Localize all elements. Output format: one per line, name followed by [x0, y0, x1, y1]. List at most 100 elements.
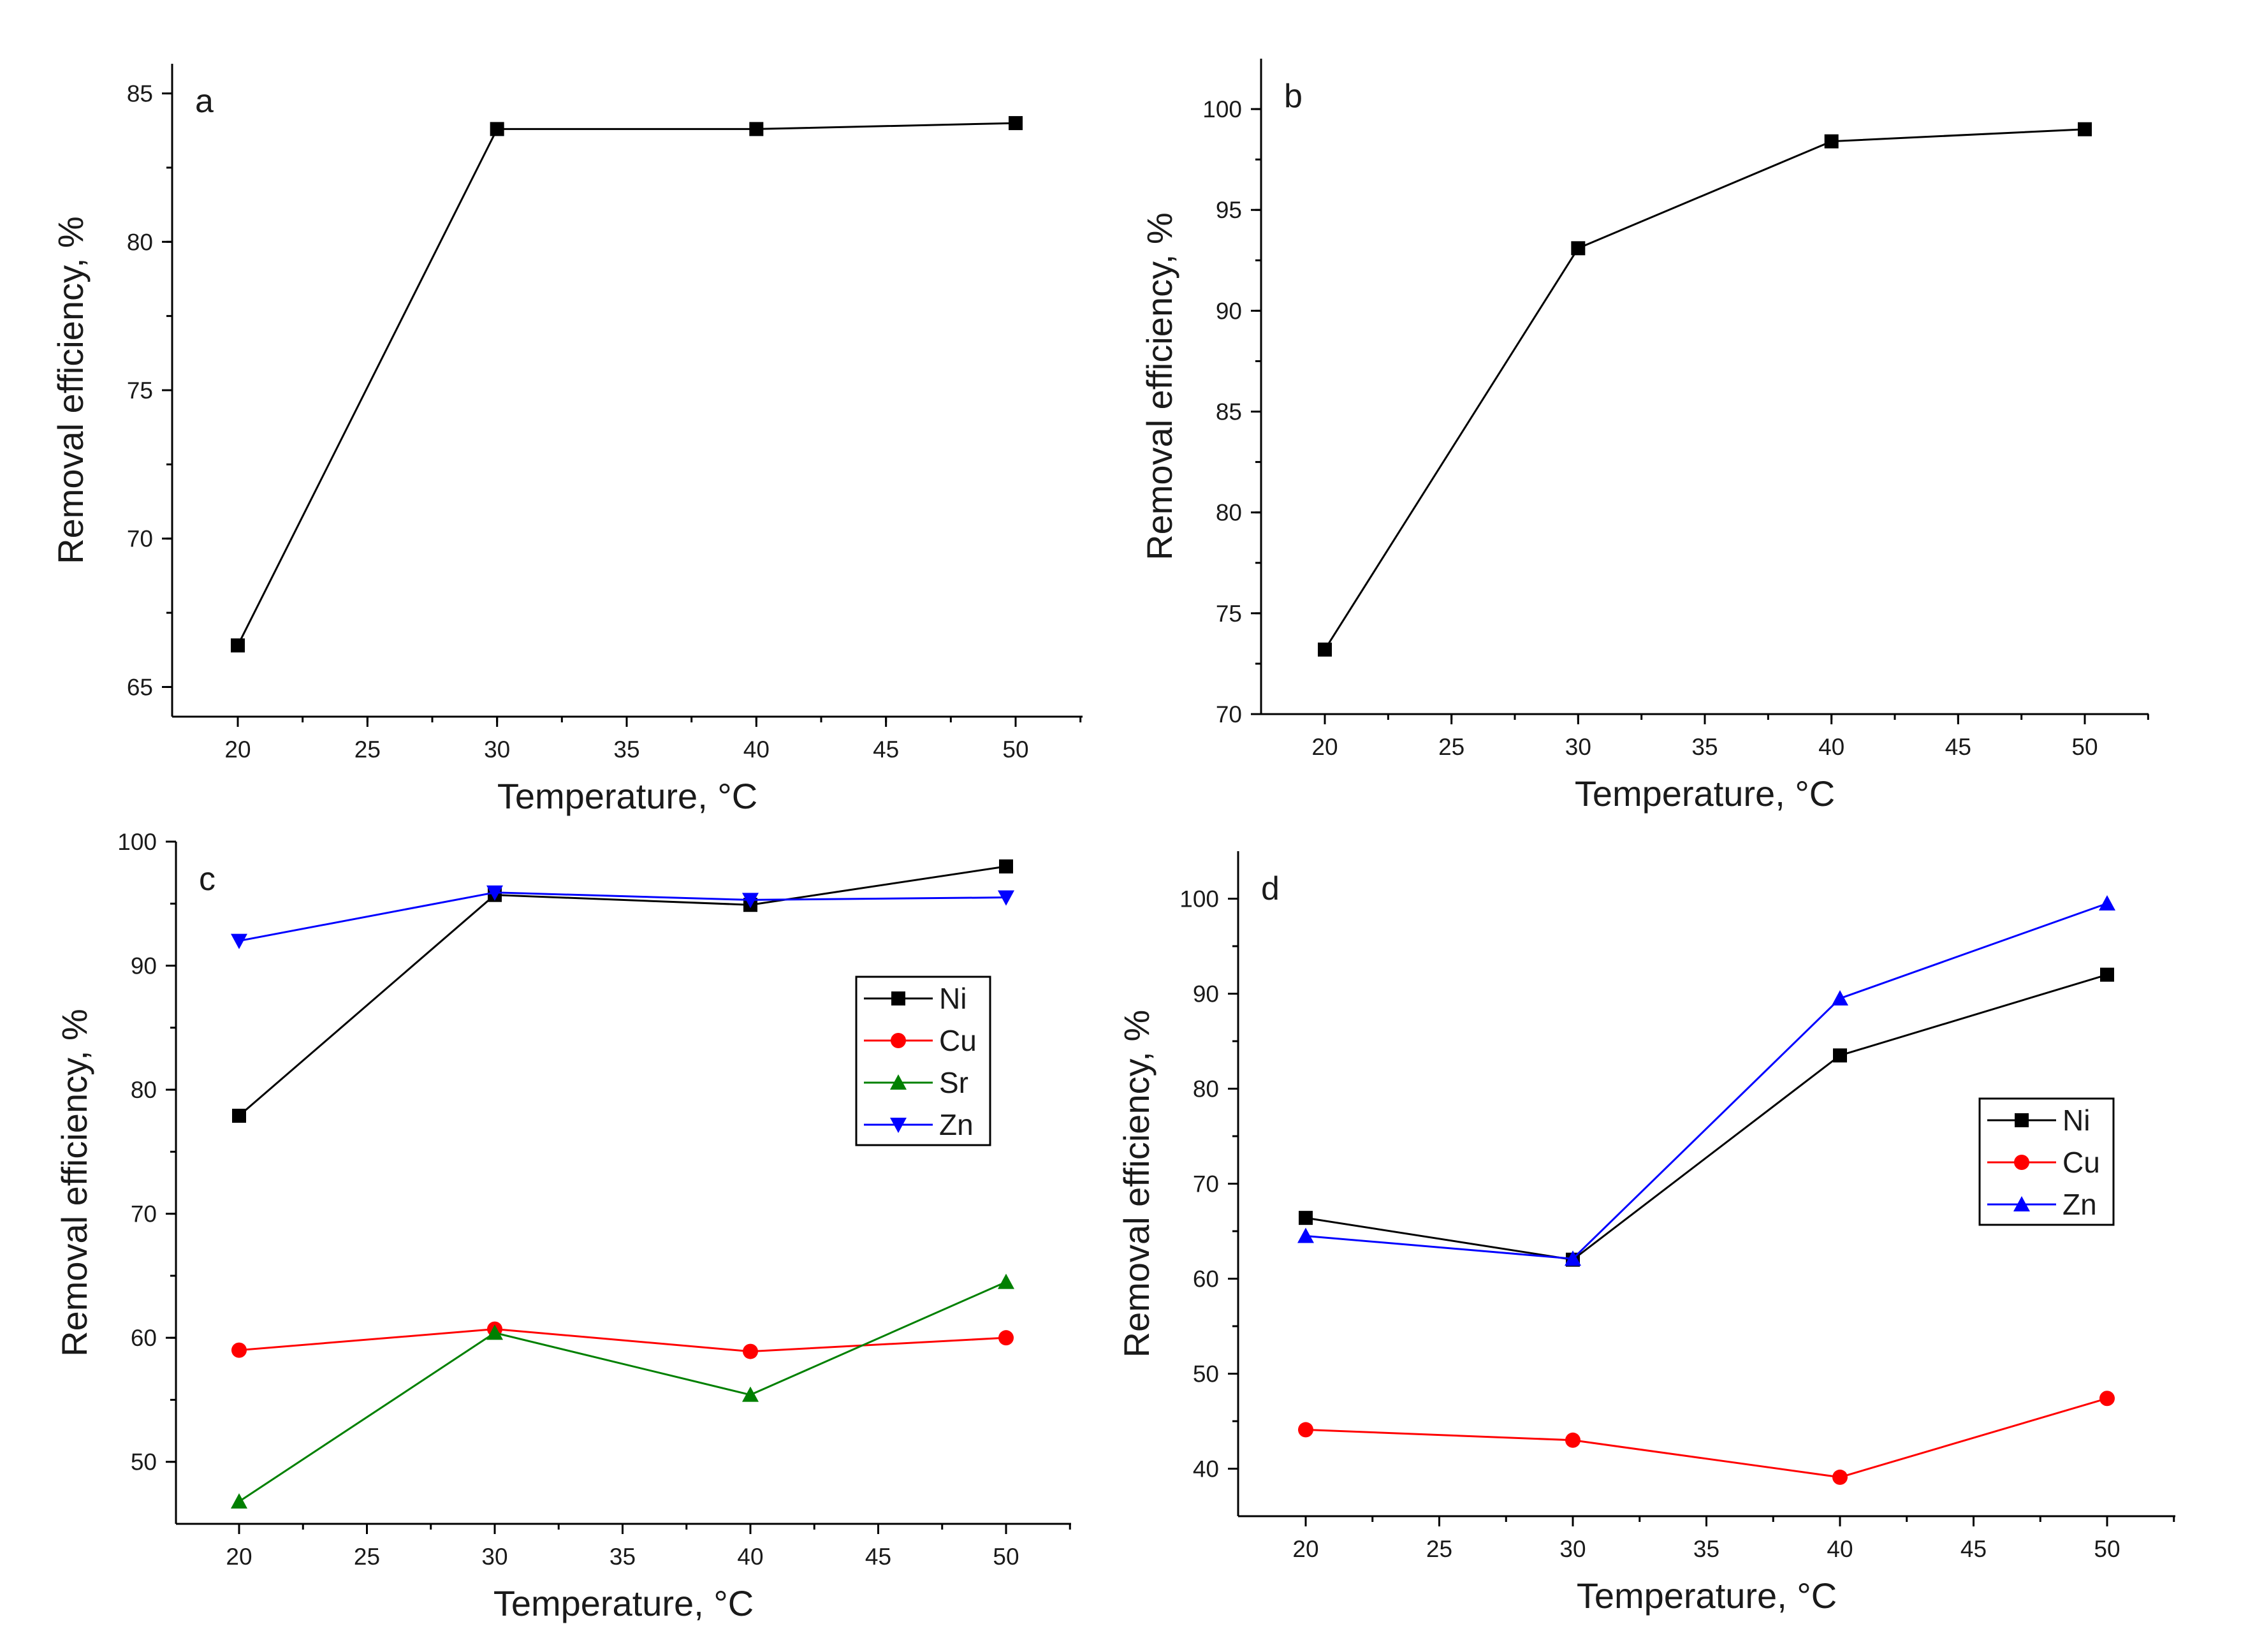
x-tick-label: 40 — [743, 736, 770, 763]
legend-label: Zn — [939, 1108, 974, 1141]
x-tick-label: 30 — [1559, 1536, 1586, 1562]
x-tick-label: 35 — [1691, 734, 1718, 760]
y-tick-label: 80 — [1193, 1076, 1219, 1102]
legend-marker — [2014, 1155, 2029, 1170]
data-point — [231, 1342, 247, 1358]
series-line — [238, 891, 1007, 942]
x-tick-label: 45 — [873, 736, 899, 763]
chart-panel-c: 20 25 30 35 40 45 50 50 60 70 80 90 100 Temperature, … — [54, 829, 1071, 1623]
series-Zn — [1297, 895, 2115, 1266]
series-main — [1318, 122, 2092, 657]
data-point — [1297, 1227, 1314, 1243]
x-tick-label: 40 — [737, 1544, 763, 1570]
x-tick-label: 20 — [1311, 734, 1338, 760]
x-tick-label: 50 — [1002, 736, 1028, 763]
data-point — [749, 122, 764, 136]
x-tick-label: 40 — [1818, 734, 1844, 760]
series-line — [238, 1281, 1007, 1503]
series-Cu — [1298, 1391, 2115, 1485]
legend-label: Ni — [939, 982, 967, 1015]
x-tick-label: 50 — [993, 1544, 1019, 1570]
data-point — [998, 1330, 1014, 1346]
y-tick-label: 90 — [131, 953, 157, 979]
y-tick-label: 80 — [127, 229, 153, 255]
x-axis-title: Temperature, °C — [493, 1583, 754, 1623]
series-line — [237, 122, 1016, 646]
data-point — [1009, 116, 1023, 131]
data-point — [231, 1493, 247, 1509]
legend: Ni Cu Zn — [1978, 1097, 2115, 1226]
legend-label: Zn — [2062, 1188, 2097, 1221]
chart-panel-b: 20 25 30 35 40 45 50 70 75 80 85 90 95 100 Temperature… — [1139, 59, 2149, 814]
y-tick-label: 70 — [1216, 701, 1242, 727]
series-Sr — [231, 1273, 1014, 1509]
panel-letter: a — [195, 83, 214, 120]
x-tick-label: 45 — [1960, 1536, 1987, 1562]
data-point — [1832, 990, 1848, 1005]
y-tick-label: 70 — [1193, 1171, 1219, 1197]
series-line — [1324, 128, 2085, 650]
legend-marker — [891, 991, 905, 1005]
data-point — [1565, 1250, 1581, 1266]
series-Cu — [231, 1321, 1014, 1359]
x-tick-label: 45 — [865, 1544, 891, 1570]
data-point — [231, 638, 245, 653]
y-tick-label: 90 — [1193, 981, 1219, 1007]
y-tick-label: 50 — [1193, 1361, 1219, 1387]
data-point — [1565, 1432, 1580, 1448]
data-point — [1298, 1422, 1313, 1438]
data-point — [2078, 122, 2092, 136]
data-point — [2100, 967, 2114, 982]
y-tick-label: 80 — [131, 1077, 157, 1103]
data-point — [2099, 1391, 2115, 1407]
x-tick-label: 25 — [1426, 1536, 1452, 1562]
data-point — [490, 122, 504, 136]
x-tick-label: 25 — [1438, 734, 1464, 760]
y-tick-label: 100 — [117, 829, 157, 855]
legend-label: Ni — [2062, 1104, 2090, 1137]
x-axis-title: Temperature, °C — [1575, 773, 1835, 814]
panel-letter: d — [1261, 870, 1280, 907]
x-tick-label: 20 — [226, 1544, 252, 1570]
legend-marker — [2015, 1113, 2029, 1127]
series-line — [1305, 974, 2108, 1261]
data-point — [1832, 1469, 1848, 1485]
data-point — [231, 933, 247, 949]
y-tick-label: 90 — [1216, 298, 1242, 324]
y-tick-label: 95 — [1216, 197, 1242, 223]
data-point — [742, 1386, 759, 1402]
y-tick-label: 40 — [1193, 1456, 1219, 1482]
y-tick-label: 100 — [1179, 886, 1219, 912]
x-tick-label: 25 — [354, 1544, 380, 1570]
x-tick-label: 30 — [484, 736, 510, 763]
x-tick-label: 35 — [610, 1544, 636, 1570]
data-point — [1824, 134, 1839, 149]
y-tick-label: 70 — [131, 1201, 157, 1227]
series-Zn — [231, 885, 1014, 949]
data-point — [1833, 1048, 1847, 1063]
y-tick-label: 85 — [1216, 399, 1242, 425]
legend-marker — [891, 1033, 906, 1048]
chart-panel-a: 20 25 30 35 40 45 50 65 70 75 80 85 Temperature, °C R… — [50, 64, 1083, 816]
panel-letter: b — [1284, 78, 1303, 115]
y-axis-title: Removal efficiency, % — [1139, 212, 1179, 560]
series-main — [231, 116, 1023, 653]
x-tick-label: 30 — [481, 1544, 507, 1570]
x-tick-label: 25 — [354, 736, 381, 763]
y-tick-label: 80 — [1216, 500, 1242, 526]
y-tick-label: 60 — [1193, 1266, 1219, 1292]
legend: Ni Cu Sr Zn — [855, 976, 991, 1146]
x-axis-title: Temperature, °C — [497, 776, 757, 816]
data-point — [1299, 1211, 1313, 1225]
x-axis-title: Temperature, °C — [1577, 1575, 1837, 1616]
x-tick-label: 35 — [1693, 1536, 1719, 1562]
series-line — [1305, 902, 2108, 1260]
y-tick-label: 60 — [131, 1325, 157, 1351]
y-axis-title: Removal efficiency, % — [1116, 1010, 1157, 1358]
x-tick-label: 45 — [1945, 734, 1971, 760]
series-line — [238, 1328, 1007, 1353]
y-tick-label: 75 — [1216, 601, 1242, 627]
data-point — [743, 1343, 758, 1359]
data-point — [232, 1108, 246, 1123]
data-point — [1571, 241, 1586, 256]
